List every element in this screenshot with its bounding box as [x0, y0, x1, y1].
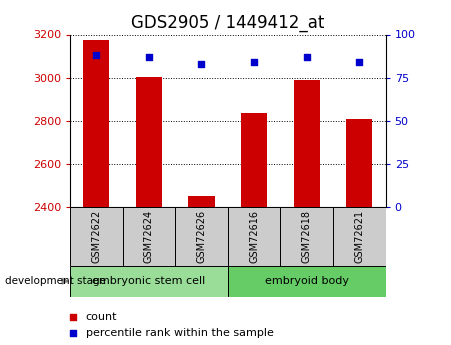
Point [145, 54, 152, 60]
Text: GSM72618: GSM72618 [302, 210, 312, 263]
Title: GDS2905 / 1449412_at: GDS2905 / 1449412_at [131, 14, 324, 32]
Text: embryoid body: embryoid body [265, 276, 349, 286]
Text: development stage: development stage [5, 276, 106, 286]
Bar [123, 207, 175, 266]
Bar [333, 207, 386, 266]
Bar [70, 266, 228, 297]
Bar [228, 266, 386, 297]
Point [198, 61, 205, 67]
Bar [346, 119, 373, 207]
Bar [281, 207, 333, 266]
Point [356, 59, 363, 65]
Bar [136, 77, 162, 207]
Point [250, 59, 258, 65]
Text: GSM72616: GSM72616 [249, 210, 259, 263]
Text: GSM72624: GSM72624 [144, 210, 154, 263]
Bar [294, 80, 320, 207]
Bar [189, 196, 215, 207]
Point [69, 314, 77, 319]
Bar [175, 207, 228, 266]
Bar [228, 207, 281, 266]
Text: embryonic stem cell: embryonic stem cell [92, 276, 206, 286]
Point [303, 54, 310, 60]
Point [69, 330, 77, 336]
Bar [70, 207, 123, 266]
Point [92, 52, 100, 58]
Text: GSM72621: GSM72621 [354, 210, 364, 263]
Text: percentile rank within the sample: percentile rank within the sample [86, 328, 274, 338]
Text: GSM72622: GSM72622 [91, 210, 101, 263]
Bar [83, 40, 110, 207]
Bar [241, 113, 267, 207]
Text: count: count [86, 312, 117, 322]
Text: GSM72626: GSM72626 [197, 210, 207, 263]
